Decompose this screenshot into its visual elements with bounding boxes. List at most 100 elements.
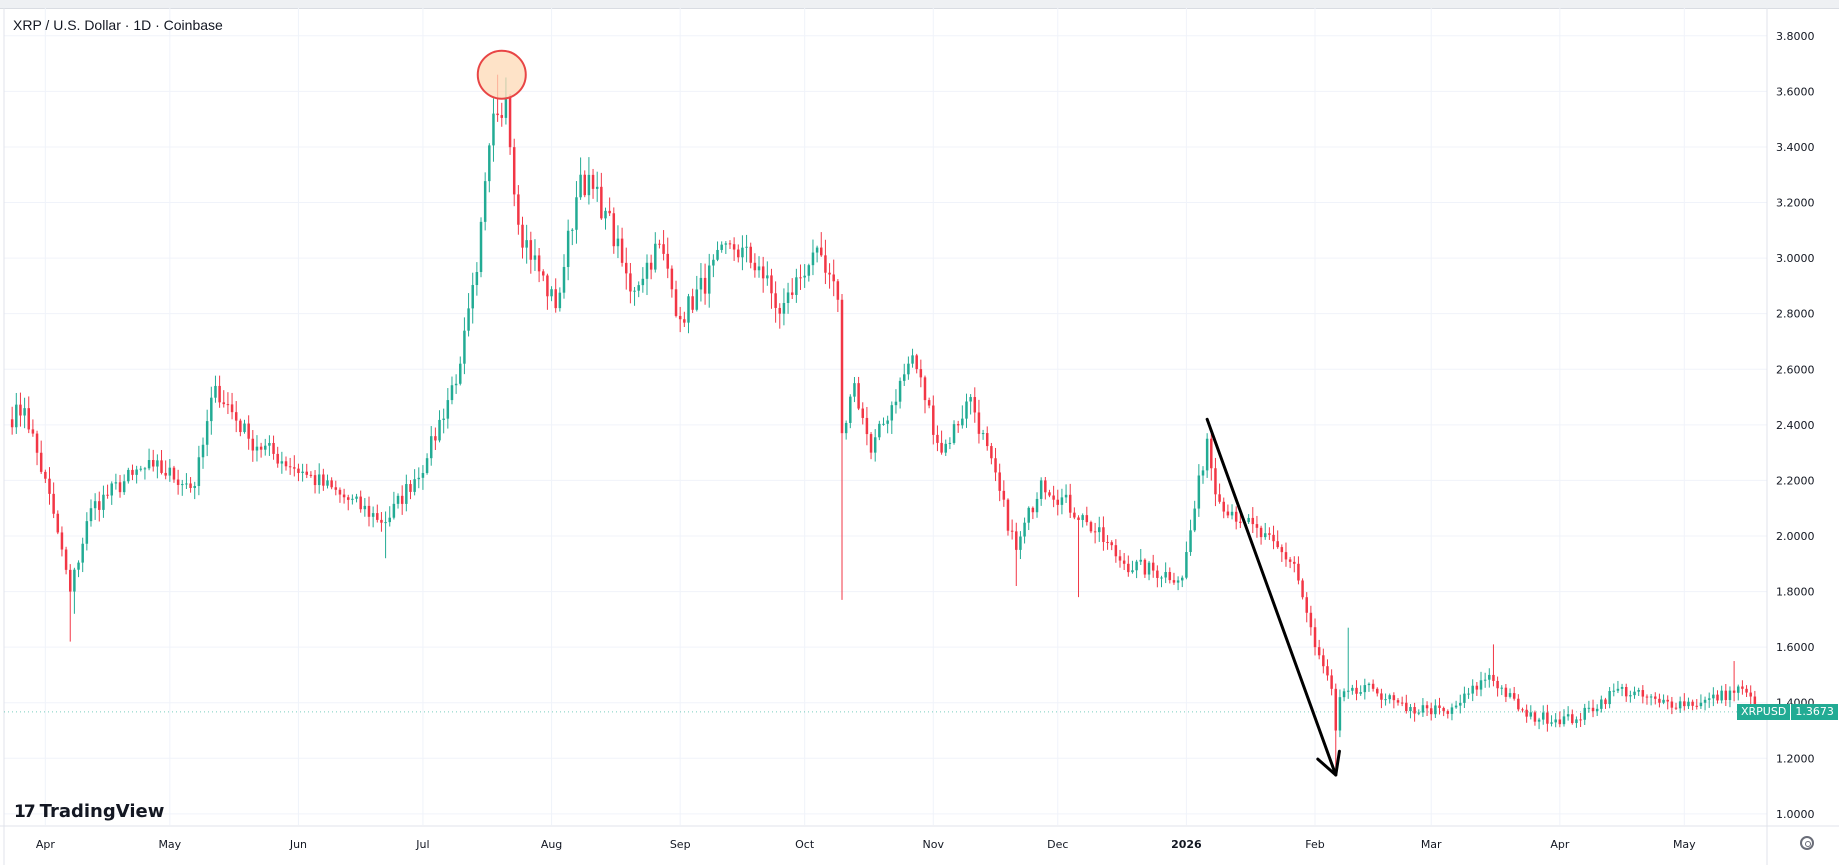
- candle: [1346, 627, 1350, 699]
- candle-body: [44, 471, 47, 479]
- trend-arrow-line[interactable]: [1205, 417, 1338, 777]
- candle: [1363, 678, 1367, 700]
- candle-body: [633, 290, 636, 292]
- candle: [985, 426, 989, 451]
- candle: [1181, 575, 1184, 588]
- candle-body: [907, 363, 910, 375]
- candle: [620, 227, 624, 267]
- candle-body: [305, 471, 308, 475]
- candle-body: [1558, 719, 1562, 725]
- candle: [1674, 702, 1678, 711]
- candle: [1737, 684, 1740, 701]
- candle-body: [185, 483, 188, 485]
- candle-body: [1027, 507, 1030, 523]
- candle: [483, 172, 487, 231]
- candle-body: [1114, 545, 1118, 557]
- x-tick-label: Nov: [923, 838, 945, 851]
- candle-body: [1023, 522, 1026, 537]
- candle-body: [81, 543, 84, 563]
- candle-body: [965, 401, 968, 419]
- candle: [205, 409, 209, 457]
- candle-body: [1463, 693, 1466, 703]
- candle-body: [1529, 712, 1533, 717]
- y-axis[interactable]: 3.8000 3.6000 3.4000 3.2000 3.0000 2.8000 2.60…: [1776, 30, 1815, 821]
- candle-body: [500, 115, 504, 118]
- candle: [305, 463, 308, 479]
- candle: [214, 375, 217, 403]
- candle: [338, 487, 342, 503]
- candle-body: [944, 443, 947, 453]
- annotations-layer[interactable]: [476, 49, 1341, 777]
- candle: [1699, 694, 1703, 709]
- candle-body: [911, 355, 914, 364]
- candle-body: [1151, 562, 1155, 571]
- candle-body: [1670, 701, 1674, 708]
- candle: [1288, 556, 1292, 569]
- candle-body: [1098, 527, 1101, 533]
- candle: [147, 448, 151, 471]
- candle-body: [93, 501, 97, 509]
- candle: [438, 410, 441, 443]
- candle: [251, 430, 255, 462]
- candle-body: [961, 418, 964, 426]
- candle-body: [1334, 688, 1338, 731]
- candle: [1002, 480, 1006, 507]
- candle-body: [1185, 552, 1188, 578]
- candle-body: [1143, 559, 1147, 575]
- candle: [346, 494, 350, 511]
- candle: [654, 232, 657, 273]
- candle: [1068, 483, 1072, 519]
- candle: [1276, 530, 1279, 549]
- chart-settings-icon[interactable]: [1800, 836, 1814, 850]
- candle-body: [1073, 512, 1076, 518]
- candle: [1102, 516, 1105, 551]
- candle-body: [1351, 687, 1354, 691]
- candle-body: [542, 271, 545, 276]
- candle-body: [1413, 707, 1416, 714]
- candle-body: [251, 438, 255, 451]
- candle-body: [1546, 712, 1549, 724]
- tradingview-logo[interactable]: 17 TradingView: [14, 801, 164, 822]
- candle-body: [214, 385, 217, 398]
- candle-body: [795, 277, 798, 295]
- candle-body: [550, 289, 553, 297]
- candle: [786, 282, 790, 314]
- candle: [554, 278, 557, 313]
- candle-body: [1127, 563, 1130, 573]
- candle-body: [674, 289, 678, 316]
- candle-body: [1230, 511, 1234, 516]
- trend-arrow-head[interactable]: [1316, 749, 1341, 777]
- x-tick-label: Mar: [1421, 838, 1442, 851]
- candle: [641, 267, 645, 293]
- candle: [832, 259, 835, 297]
- candle-body: [1359, 692, 1362, 694]
- candle: [1384, 693, 1387, 706]
- candle-body: [940, 442, 943, 453]
- candle-body: [562, 266, 566, 293]
- candle-body: [1753, 696, 1757, 711]
- candle-body: [1388, 695, 1391, 700]
- candle-body: [649, 262, 653, 270]
- candle-body: [172, 467, 176, 480]
- candle: [716, 241, 719, 262]
- candle: [1749, 685, 1752, 706]
- candle: [1541, 705, 1545, 725]
- x-axis[interactable]: Apr May Jun Jul Aug Sep Oct Nov Dec 2026 Feb Mar Apr…: [36, 838, 1696, 851]
- candle-body: [1595, 708, 1599, 712]
- x-tick-label: Jun: [289, 838, 307, 851]
- candle-body: [1309, 612, 1313, 628]
- candle-body: [1600, 699, 1603, 709]
- candle: [1309, 605, 1313, 636]
- candle-body: [259, 446, 263, 450]
- candle: [234, 401, 238, 433]
- candle-body: [1268, 533, 1271, 535]
- candle: [1031, 506, 1035, 520]
- peak-highlight-circle[interactable]: [476, 49, 527, 100]
- candle: [550, 286, 553, 302]
- candle-body: [828, 272, 831, 275]
- candle-body: [48, 478, 51, 494]
- candle-body: [620, 238, 624, 263]
- candle: [176, 469, 180, 495]
- candle: [1118, 549, 1122, 568]
